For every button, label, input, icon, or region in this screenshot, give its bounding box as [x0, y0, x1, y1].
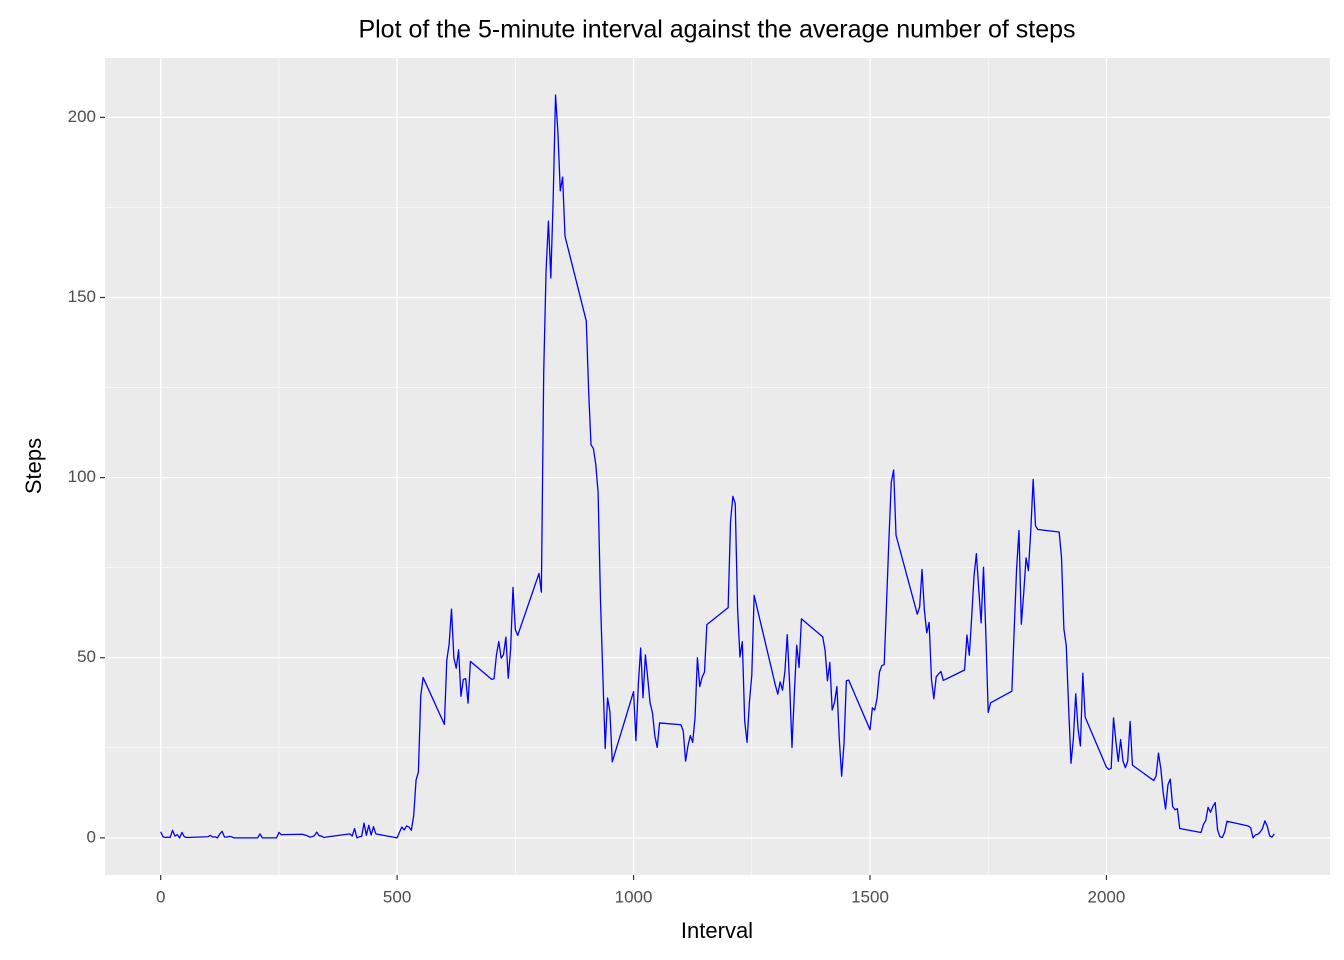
- x-tick-label: 2000: [1088, 887, 1126, 906]
- data-line: [160, 94, 1275, 839]
- x-tick-label: 1500: [851, 887, 889, 906]
- y-tick-label: 0: [87, 827, 96, 846]
- x-tick-label: 0: [156, 887, 165, 906]
- x-axis-title: Interval: [681, 918, 753, 943]
- y-tick-label: 100: [68, 467, 96, 486]
- x-tick-label: 500: [383, 887, 411, 906]
- x-tick-label: 1000: [615, 887, 653, 906]
- panel: [105, 58, 1330, 875]
- y-tick-label: 200: [68, 107, 96, 126]
- chart-title: Plot of the 5-minute interval against th…: [358, 16, 1075, 44]
- y-tick-label: 150: [68, 287, 96, 306]
- y-axis-title: Steps: [21, 438, 46, 494]
- y-tick-label: 50: [77, 647, 96, 666]
